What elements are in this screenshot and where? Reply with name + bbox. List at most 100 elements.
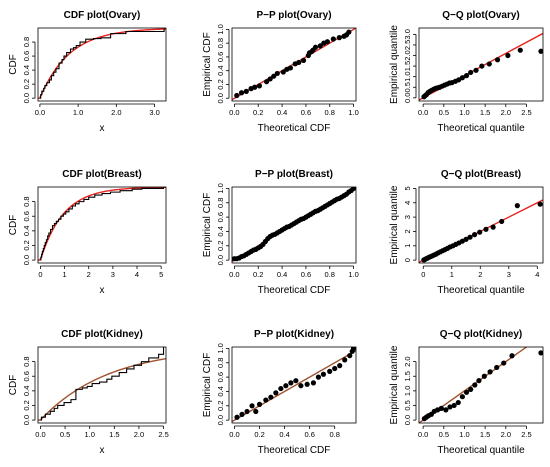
plot-frame: [37, 346, 167, 424]
y-tick-label: 1.5: [403, 371, 412, 381]
y-tick-label: 0.6: [216, 372, 225, 382]
x-axis-label: Theoretical CDF: [258, 285, 331, 296]
plot-area: [419, 199, 543, 263]
x-tick-label: 0.8: [325, 270, 335, 279]
y-tick-label: 1.0: [403, 71, 412, 81]
data-point: [256, 401, 263, 407]
x-tick-label: 1: [450, 270, 454, 279]
panel-7: 0.0 0.5 1.0 1.5 2.0 2.5 0.0 0.2 0.4 0.6 0.8 CDF plo…: [8, 329, 169, 456]
plot-area: [419, 32, 543, 101]
x-tick-label: 1.0: [348, 108, 358, 117]
x-tick-label: 1.5: [480, 108, 490, 117]
data-point: [538, 48, 543, 54]
data-point: [298, 383, 304, 389]
x-tick-label: 0.6: [301, 108, 311, 117]
data-point: [514, 203, 520, 209]
data-point: [463, 73, 470, 79]
y-tick-label: 0.0: [216, 415, 225, 425]
panel-2: 0.0 0.2 0.4 0.6 0.8 1.0 0.0 0.2 0.4 0.6 0.8 1.0 P−P …: [202, 10, 359, 134]
data-point: [486, 61, 492, 67]
data-point: [278, 385, 284, 392]
x-tick-label: 0: [38, 270, 42, 279]
x-tick-label: 0.0: [229, 108, 239, 117]
x-tick-label: 0.4: [279, 430, 289, 439]
data-point: [330, 36, 336, 42]
data-point: [476, 378, 482, 384]
y-tick-label: 0.2: [22, 240, 31, 250]
plot-frame: [418, 27, 544, 102]
plot-frame: [418, 346, 544, 424]
data-point: [473, 67, 479, 73]
data-point: [312, 44, 319, 50]
y-tick-label: 0.6: [22, 211, 31, 221]
x-axis-label: x: [100, 285, 105, 296]
plot-area: [232, 347, 356, 423]
x-tick-label: 2: [87, 270, 91, 279]
data-point: [468, 386, 474, 392]
y-tick-label: 0.8: [216, 38, 225, 48]
x-tick-label: 3: [111, 270, 115, 279]
data-point: [296, 59, 302, 66]
y-tick-label: 2.0: [403, 356, 412, 366]
y-tick-label: 0.0: [216, 255, 225, 265]
x-tick-label: 1.0: [73, 108, 83, 117]
data-point: [438, 405, 444, 411]
x-tick-label: 2: [478, 270, 482, 279]
data-point: [336, 35, 342, 41]
y-axis-label: CDF: [8, 54, 19, 75]
x-axis-label: x: [100, 123, 105, 134]
chart-title: Q−Q plot(Ovary): [442, 10, 520, 21]
plot-frame: [418, 186, 544, 264]
panel-5: 0.0 0.2 0.4 0.6 0.8 1.0 0.0 0.2 0.4 0.6 0.8 1.0 P−P …: [202, 169, 359, 296]
y-tick-label: 4: [403, 201, 412, 205]
data-point: [283, 383, 289, 389]
x-tick-label: 1.5: [480, 430, 490, 439]
data-point: [239, 411, 245, 417]
x-tick-label: 0.4: [277, 270, 287, 279]
y-tick-label: 0.4: [22, 65, 31, 75]
x-tick-label: 0.5: [439, 108, 449, 117]
data-point: [505, 52, 511, 59]
x-tick-label: 3.0: [149, 108, 159, 117]
chart-title: Q−Q plot(Kidney): [440, 329, 523, 340]
y-tick-label: 2.5: [403, 40, 412, 50]
empirical-cdf-step: [40, 347, 165, 421]
y-tick-label: 1.0: [403, 386, 412, 396]
y-tick-label: 2: [403, 229, 412, 233]
x-tick-label: 2.5: [521, 430, 531, 439]
data-point: [487, 369, 493, 375]
chart-title: Q−Q plot(Breast): [441, 169, 521, 180]
x-tick-label: 1: [62, 270, 66, 279]
data-point: [463, 236, 469, 242]
data-point: [249, 403, 255, 409]
y-tick-label: 1.0: [216, 24, 225, 34]
chart-title: CDF plot(Kidney): [61, 329, 143, 340]
x-tick-label: 0.0: [418, 430, 428, 439]
fitted-cdf-line: [38, 357, 166, 421]
plot-area: [38, 28, 166, 99]
data-point: [327, 368, 333, 374]
x-tick-label: 0.2: [253, 270, 263, 279]
y-tick-label: 3.0: [403, 29, 412, 39]
x-tick-label: 0.8: [329, 430, 339, 439]
panel-8: 0.0 0.2 0.4 0.6 0.8 0.0 0.2 0.4 0.6 0.8 1.0 P−P plo…: [202, 329, 357, 456]
y-axis-label: Empirical CDF: [202, 353, 213, 417]
y-tick-label: 0: [403, 258, 412, 262]
data-point: [459, 394, 465, 400]
panel-1: 0.0 1.0 2.0 3.0 0.0 0.2 0.4 0.6 0.8 CDF plot(Ovar…: [8, 10, 167, 134]
plot-frame: [37, 27, 167, 102]
x-tick-label: 2.5: [521, 108, 531, 117]
x-tick-label: 0.5: [60, 430, 70, 439]
y-tick-label: 0.6: [22, 371, 31, 381]
x-tick-label: 0.4: [277, 108, 287, 117]
y-tick-label: 1.0: [216, 343, 225, 353]
data-point: [455, 399, 461, 406]
data-point: [324, 39, 330, 45]
y-tick-label: 1.5: [403, 61, 412, 71]
x-tick-label: 0.8: [325, 108, 335, 117]
y-tick-label: 0.4: [216, 65, 225, 75]
x-tick-label: 0.6: [301, 270, 311, 279]
plot-area: [232, 28, 356, 101]
chart-title: CDF plot(Ovary): [64, 10, 141, 21]
y-tick-label: 0.8: [216, 198, 225, 208]
